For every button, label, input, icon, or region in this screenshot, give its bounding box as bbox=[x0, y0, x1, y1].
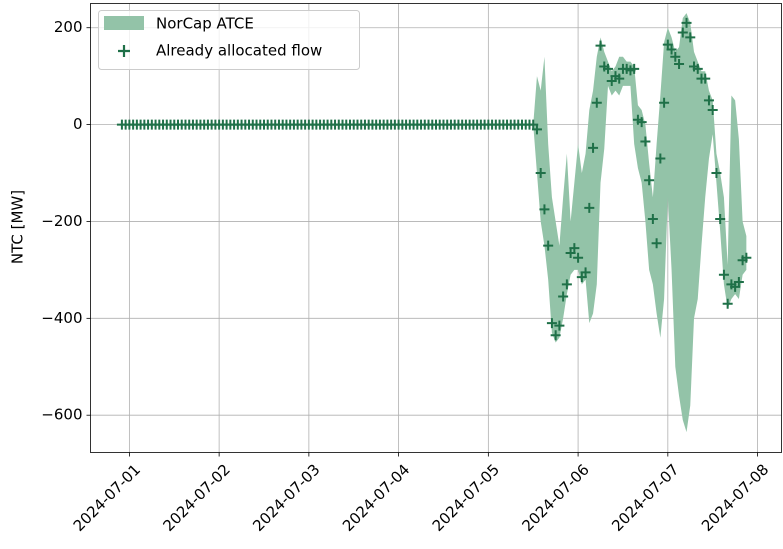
scatter-point bbox=[718, 269, 729, 280]
scatter-point bbox=[677, 27, 688, 38]
plot-data bbox=[116, 13, 752, 433]
scatter-point bbox=[692, 63, 703, 74]
scatter-point bbox=[741, 252, 752, 263]
x-tick-label: 2024-07-07 bbox=[608, 461, 682, 535]
scatter-point bbox=[722, 298, 733, 309]
scatter-point bbox=[685, 32, 696, 43]
scatter-point bbox=[629, 63, 640, 74]
scatter-point bbox=[603, 63, 614, 74]
scatter-point bbox=[659, 97, 670, 108]
scatter-point bbox=[647, 214, 658, 225]
scatter-point bbox=[636, 117, 647, 128]
scatter-point bbox=[543, 240, 554, 251]
x-tick-label: 2024-07-06 bbox=[518, 461, 592, 535]
scatter-point bbox=[550, 330, 561, 341]
scatter-point bbox=[531, 124, 542, 135]
x-tick-label: 2024-07-05 bbox=[429, 461, 503, 535]
legend-box bbox=[98, 10, 360, 70]
legend-label: NorCap ATCE bbox=[156, 15, 254, 33]
scatter-point bbox=[674, 59, 685, 70]
scatter-point bbox=[666, 44, 677, 55]
scatter-point bbox=[707, 105, 718, 116]
x-tick-label: 2024-07-02 bbox=[159, 461, 233, 535]
scatter-point bbox=[733, 277, 744, 288]
y-tick-label: −200 bbox=[41, 212, 82, 230]
x-tick-label: 2024-07-04 bbox=[339, 461, 413, 535]
y-tick-label: −400 bbox=[41, 309, 82, 327]
axes-frame bbox=[90, 3, 782, 453]
scatter-point bbox=[670, 51, 681, 62]
scatter-point bbox=[681, 17, 692, 28]
scatter-point bbox=[700, 73, 711, 84]
scatter-point bbox=[569, 243, 580, 254]
scatter-point bbox=[561, 279, 572, 290]
scatter-point bbox=[580, 267, 591, 278]
scatter-point bbox=[655, 153, 666, 164]
scatter-point bbox=[588, 142, 599, 153]
band-area bbox=[533, 13, 747, 433]
scatter-point bbox=[644, 175, 655, 186]
x-tick-label: 2024-07-03 bbox=[249, 461, 323, 535]
scatter-point bbox=[573, 252, 584, 263]
scatter-point bbox=[614, 73, 625, 84]
scatter-point bbox=[558, 291, 569, 302]
scatter-point bbox=[715, 214, 726, 225]
scatter-point bbox=[554, 320, 565, 331]
scatter-point bbox=[539, 204, 550, 215]
scatter-point bbox=[703, 95, 714, 106]
scatter-point bbox=[591, 97, 602, 108]
legend-marker bbox=[118, 45, 130, 57]
y-axis-label: NTC [MW] bbox=[9, 190, 27, 264]
x-tick-label: 2024-07-01 bbox=[70, 461, 144, 535]
y-tick-label: 200 bbox=[54, 18, 83, 36]
scatter-point bbox=[535, 168, 546, 179]
y-tick-label: −600 bbox=[41, 406, 82, 424]
legend-label: Already allocated flow bbox=[156, 42, 322, 60]
scatter-point bbox=[584, 202, 595, 213]
x-tick-label: 2024-07-08 bbox=[698, 461, 772, 535]
scatter-point bbox=[546, 318, 557, 329]
legend: NorCap ATCE Already allocated flow bbox=[98, 10, 360, 70]
scatter-point bbox=[651, 238, 662, 249]
legend-swatch bbox=[104, 16, 144, 30]
scatter-point bbox=[711, 168, 722, 179]
scatter-point bbox=[595, 40, 606, 51]
y-tick-label: 0 bbox=[73, 115, 83, 133]
scatter-point bbox=[640, 136, 651, 147]
